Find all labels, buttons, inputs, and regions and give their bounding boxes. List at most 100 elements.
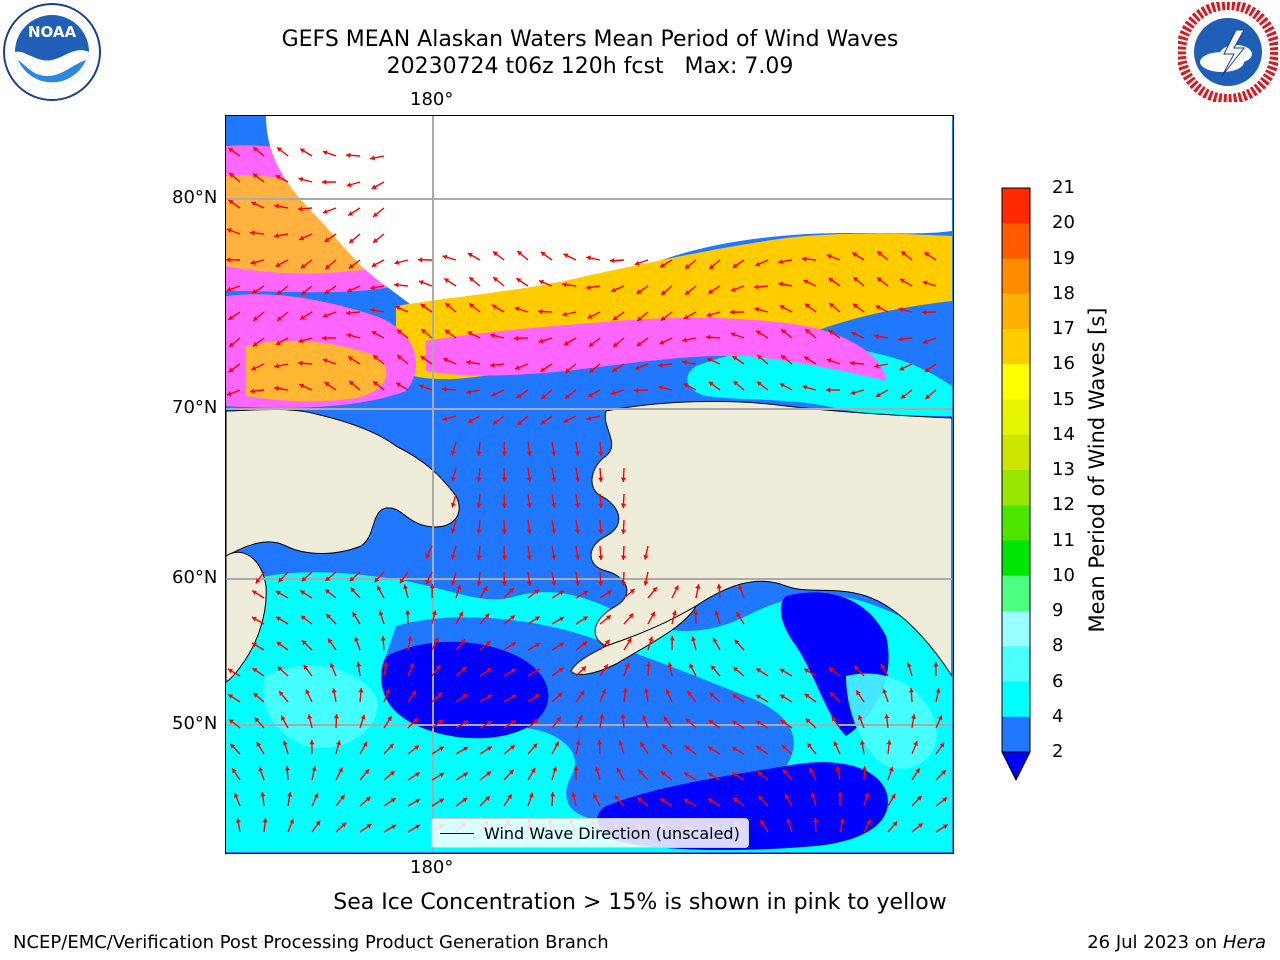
- wave-direction-arrowhead: [837, 792, 843, 797]
- colorbar-bin: [1002, 223, 1030, 259]
- wave-direction-arrowhead: [604, 639, 610, 645]
- colorbar-bin: [1002, 575, 1030, 612]
- wave-direction-arrowhead: [462, 693, 468, 699]
- wave-direction-arrowhead: [405, 610, 411, 615]
- wave-direction-arrowhead: [756, 746, 762, 751]
- wave-direction-arrowhead: [618, 740, 624, 746]
- wave-direction-arrowhead: [935, 688, 941, 694]
- wave-direction-arrowhead: [510, 720, 516, 725]
- wave-direction-arrowhead: [660, 771, 666, 777]
- wave-direction-arrowhead: [371, 262, 377, 267]
- wave-direction-arrowhead: [373, 238, 378, 243]
- wave-direction-arrowhead: [660, 798, 666, 803]
- wave-direction-arrowhead: [526, 529, 532, 534]
- wave-direction-arrowhead: [916, 795, 922, 801]
- wave-direction-arrowhead: [284, 766, 290, 771]
- wave-direction-arrowhead: [510, 642, 516, 647]
- map-panel[interactable]: [225, 115, 954, 854]
- graticule: [226, 116, 952, 852]
- wave-direction-arrowhead: [643, 554, 649, 560]
- wave-direction-arrowhead: [802, 256, 807, 262]
- wave-direction-arrowhead: [347, 287, 353, 293]
- wave-direction-arrowhead: [336, 740, 342, 746]
- wave-direction-arrowhead: [253, 316, 259, 321]
- wave-direction-arrowhead: [530, 767, 536, 773]
- wave-direction-arrowhead: [565, 368, 571, 373]
- wave-direction-arrowhead: [884, 714, 890, 719]
- wave-direction-arrowhead: [582, 641, 588, 647]
- wave-direction-arrowhead: [682, 359, 687, 366]
- wave-direction-arrowhead: [461, 666, 467, 672]
- wave-direction-arrowhead: [298, 338, 304, 344]
- wave-direction-arrowhead: [601, 689, 607, 695]
- wave-direction-arrowhead: [373, 381, 379, 386]
- wave-direction-arrowhead: [575, 740, 581, 746]
- wave-direction-arrowhead: [418, 257, 423, 263]
- wave-direction-arrowhead: [538, 338, 544, 344]
- wave-direction-arrowhead: [485, 796, 490, 801]
- wave-direction-arrowhead: [418, 384, 424, 390]
- wave-direction-arrowhead: [425, 553, 431, 559]
- wave-direction-arrowhead: [450, 450, 456, 456]
- wave-direction-arrowhead: [829, 303, 835, 308]
- wave-direction-arrowhead: [850, 360, 855, 366]
- wave-direction-arrowhead: [444, 278, 450, 283]
- wave-direction-arrowhead: [915, 768, 920, 774]
- wave-direction-arrowhead: [730, 332, 736, 338]
- lat-label-80n: 80°N: [172, 187, 218, 208]
- wave-direction-arrowhead: [778, 259, 783, 265]
- wave-direction-arrowhead: [445, 303, 451, 308]
- wave-direction-arrowhead: [382, 662, 388, 667]
- wave-direction-arrowhead: [782, 769, 788, 775]
- wave-direction-arrowhead: [558, 642, 564, 648]
- wave-direction-arrowhead: [685, 290, 691, 295]
- svg-text:NOAA: NOAA: [28, 23, 77, 41]
- wave-direction-arrowhead: [322, 335, 327, 341]
- wave-direction-arrowhead: [425, 579, 431, 585]
- wave-direction-arrowhead: [810, 792, 816, 798]
- land-chukotka: [226, 408, 460, 557]
- wave-direction-arrowhead: [925, 394, 931, 399]
- wave-direction-arrowhead: [665, 689, 671, 695]
- wave-direction-arrowhead: [348, 263, 354, 269]
- wave-direction-arrowhead: [582, 616, 588, 622]
- wave-direction-arrowhead: [403, 584, 409, 590]
- wave-direction-arrowhead: [301, 290, 307, 295]
- wind-wave-arrows: [226, 146, 949, 833]
- wave-direction-arrowhead: [254, 717, 260, 723]
- wave-direction-arrowhead: [684, 772, 690, 778]
- wave-direction-arrowhead: [859, 740, 865, 745]
- wave-direction-arrowhead: [685, 264, 690, 269]
- wave-direction-arrowhead: [614, 795, 620, 801]
- wave-direction-arrowhead: [331, 688, 337, 693]
- wave-direction-arrowhead: [828, 667, 834, 673]
- wave-direction-arrowhead: [349, 238, 355, 243]
- wave-direction-arrowhead: [300, 615, 306, 621]
- wave-direction-arrowhead: [438, 746, 444, 752]
- wave-direction-arrowhead: [650, 611, 655, 617]
- wave-direction-arrowhead: [275, 590, 281, 596]
- wave-period-map: [226, 116, 952, 852]
- wave-direction-arrowhead: [396, 382, 402, 388]
- footer-date-text: 26 Jul 2023 on: [1087, 932, 1223, 953]
- sea-ice-beaufort-pink: [426, 317, 886, 381]
- colorbar-bin: [1002, 611, 1030, 647]
- wave-direction-arrowhead: [856, 690, 861, 696]
- colorbar-bin: [1002, 258, 1030, 295]
- wave-direction-arrowhead: [663, 716, 669, 722]
- wave-direction-arrowhead: [538, 308, 543, 315]
- wave-direction-arrowhead: [709, 264, 715, 269]
- wave-direction-arrowhead: [707, 357, 713, 363]
- wave-direction-arrowhead: [730, 286, 736, 292]
- footer-host: Hera: [1222, 932, 1266, 953]
- wave-direction-arrowhead: [338, 767, 343, 773]
- wave-direction-arrowhead: [362, 741, 368, 747]
- wave-direction-arrowhead: [540, 367, 546, 372]
- wave-direction-arrowhead: [781, 744, 787, 750]
- wave-direction-arrowhead: [658, 385, 664, 391]
- wave-direction-arrowhead: [937, 715, 943, 721]
- wave-direction-arrowhead: [574, 581, 581, 586]
- wave-direction-arrowhead: [346, 332, 352, 338]
- wave-direction-arrowhead: [755, 720, 761, 726]
- colorbar-tick-label: 21: [1052, 177, 1075, 198]
